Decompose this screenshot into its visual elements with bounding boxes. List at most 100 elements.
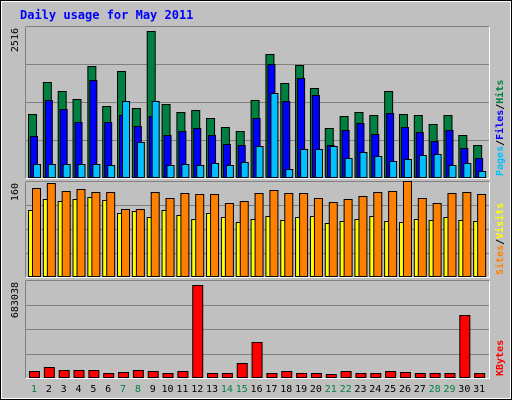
bar-pages-day-22: [344, 158, 353, 178]
bar-pages-day-14: [225, 165, 234, 178]
bar-kbytes-day-16: [251, 342, 263, 378]
bar-pages-day-6: [107, 165, 116, 178]
bar-sites-day-9: [150, 192, 160, 277]
legend-pages: Pages: [495, 146, 506, 176]
bar-pages-day-15: [240, 162, 249, 178]
bar-kbytes-day-24: [370, 373, 382, 378]
bar-sites-day-5: [91, 192, 101, 277]
bar-sites-day-2: [46, 183, 56, 277]
bar-kbytes-day-17: [266, 373, 278, 378]
bar-kbytes-day-19: [296, 373, 308, 378]
x-tick-label-day-18: 18: [280, 384, 292, 395]
panel-kbytes: 683038 KBytes: [10, 280, 506, 379]
bar-kbytes-day-15: [236, 363, 248, 378]
bar-kbytes-day-1: [29, 371, 40, 378]
x-tick-label-day-6: 6: [105, 384, 111, 395]
x-tick-label-day-3: 3: [61, 384, 67, 395]
bar-kbytes-day-20: [310, 373, 322, 378]
bar-kbytes-day-31: [474, 373, 486, 378]
y-max-label: 2516: [10, 28, 21, 52]
panel-visits-sites: 160 Sites/Visits: [10, 181, 506, 278]
x-tick-label-day-9: 9: [150, 384, 156, 395]
bar-pages-day-7: [122, 101, 131, 178]
bar-sites-day-26: [402, 181, 412, 277]
x-tick-label-day-16: 16: [251, 384, 263, 395]
bar-pages-day-10: [166, 165, 175, 178]
x-tick-label-day-13: 13: [206, 384, 218, 395]
bars-kbytes: [29, 285, 486, 378]
bar-sites-day-23: [358, 196, 368, 277]
legend-hits: Hits: [494, 80, 506, 104]
x-tick-label-day-29: 29: [443, 384, 455, 395]
bar-pages-day-13: [211, 163, 220, 178]
bar-sites-day-8: [135, 209, 145, 277]
bar-pages-day-3: [62, 164, 71, 178]
bar-pages-day-8: [136, 142, 145, 178]
bar-kbytes-day-30: [459, 315, 471, 378]
x-tick-label-day-4: 4: [76, 384, 82, 395]
x-tick-label-day-1: 1: [31, 384, 37, 395]
bar-pages-day-25: [389, 161, 398, 178]
series-legend: Pages/Files/Hits: [494, 80, 506, 176]
bar-sites-day-3: [61, 191, 71, 277]
bar-kbytes-day-11: [177, 371, 189, 378]
bar-sites-day-18: [284, 193, 294, 277]
bar-pages-day-4: [77, 164, 86, 178]
bar-sites-day-10: [165, 198, 175, 277]
bar-pages-day-2: [47, 164, 56, 178]
bar-kbytes-day-4: [73, 370, 85, 378]
bar-pages-day-29: [448, 165, 457, 178]
bar-pages-day-12: [196, 165, 205, 178]
x-tick-label-day-8: 8: [135, 384, 141, 395]
bar-pages-day-23: [359, 152, 368, 178]
bar-pages-day-24: [374, 156, 383, 178]
x-tick-label-day-11: 11: [176, 384, 188, 395]
bar-kbytes-day-7: [118, 372, 130, 378]
bar-pages-day-9: [151, 101, 160, 178]
bar-pages-day-16: [255, 146, 264, 178]
bar-kbytes-day-12: [192, 285, 204, 378]
legend-separator: /: [495, 239, 506, 245]
bar-pages-day-27: [418, 155, 427, 178]
bar-sites-day-12: [195, 194, 205, 277]
bar-sites-day-25: [388, 191, 398, 277]
bar-kbytes-day-14: [221, 373, 233, 378]
bar-sites-day-19: [299, 193, 309, 277]
legend-files: Files: [494, 110, 506, 140]
series-legend: KBytes: [495, 340, 506, 376]
x-tick-label-day-27: 27: [414, 384, 426, 395]
bar-sites-day-6: [106, 192, 116, 277]
x-tick-label-day-28: 28: [429, 384, 441, 395]
legend-kbytes: KBytes: [495, 340, 506, 376]
bar-sites-day-11: [180, 193, 190, 277]
bar-sites-day-31: [477, 194, 487, 277]
bar-kbytes-day-6: [103, 373, 115, 378]
bar-sites-day-22: [343, 199, 353, 277]
bars-visits-sites: [28, 181, 487, 277]
bar-kbytes-day-27: [414, 373, 426, 378]
bar-kbytes-day-26: [399, 372, 411, 378]
x-tick-label-day-30: 30: [458, 384, 470, 395]
series-legend: Sites/Visits: [494, 203, 506, 275]
x-tick-label-day-7: 7: [120, 384, 126, 395]
bar-pages-day-5: [92, 164, 101, 178]
x-tick-label-day-17: 17: [265, 384, 277, 395]
x-tick-label-day-15: 15: [236, 384, 248, 395]
bar-pages-day-28: [433, 154, 442, 178]
bar-pages-day-30: [463, 163, 472, 178]
bar-pages-day-21: [329, 146, 338, 178]
panel-hits-files-pages: 2516 Pages/Files/Hits: [10, 26, 506, 179]
bar-sites-day-15: [239, 201, 249, 277]
bar-kbytes-day-3: [58, 370, 70, 378]
bar-sites-day-13: [210, 194, 220, 277]
x-tick-label-day-23: 23: [354, 384, 366, 395]
x-tick-label-day-25: 25: [384, 384, 396, 395]
x-tick-label-day-10: 10: [162, 384, 174, 395]
bar-kbytes-day-28: [429, 373, 441, 378]
bar-sites-day-21: [328, 202, 338, 277]
bar-pages-day-1: [33, 164, 41, 178]
bar-sites-day-30: [462, 192, 472, 277]
bar-pages-day-17: [270, 93, 279, 178]
bar-pages-day-20: [314, 149, 323, 178]
